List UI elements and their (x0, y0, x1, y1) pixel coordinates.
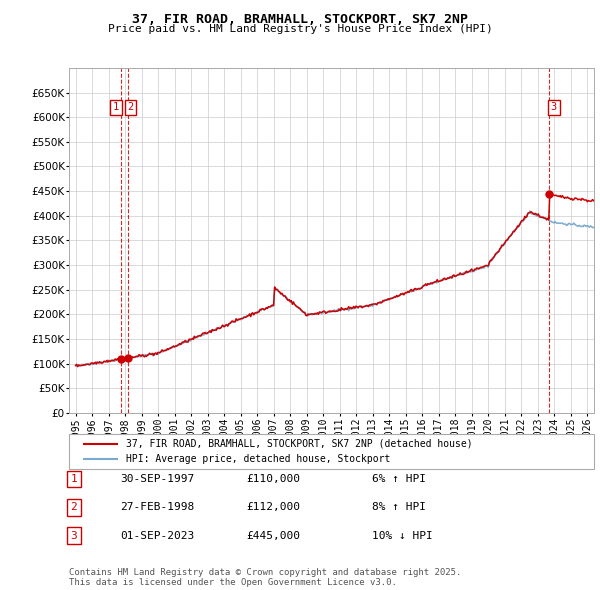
Text: 1: 1 (70, 474, 77, 484)
Text: 37, FIR ROAD, BRAMHALL, STOCKPORT, SK7 2NP: 37, FIR ROAD, BRAMHALL, STOCKPORT, SK7 2… (132, 13, 468, 26)
Text: 1: 1 (113, 102, 119, 112)
Text: 37, FIR ROAD, BRAMHALL, STOCKPORT, SK7 2NP (detached house): 37, FIR ROAD, BRAMHALL, STOCKPORT, SK7 2… (126, 438, 473, 448)
Text: 3: 3 (70, 531, 77, 540)
Text: 01-SEP-2023: 01-SEP-2023 (120, 531, 194, 540)
Text: 27-FEB-1998: 27-FEB-1998 (120, 503, 194, 512)
Text: HPI: Average price, detached house, Stockport: HPI: Average price, detached house, Stoc… (126, 454, 391, 464)
Text: 10% ↓ HPI: 10% ↓ HPI (372, 531, 433, 540)
Text: Contains HM Land Registry data © Crown copyright and database right 2025.: Contains HM Land Registry data © Crown c… (69, 568, 461, 577)
Text: £110,000: £110,000 (246, 474, 300, 484)
Text: 3: 3 (551, 102, 557, 112)
Text: Price paid vs. HM Land Registry's House Price Index (HPI): Price paid vs. HM Land Registry's House … (107, 24, 493, 34)
Text: 30-SEP-1997: 30-SEP-1997 (120, 474, 194, 484)
Text: £445,000: £445,000 (246, 531, 300, 540)
Text: 8% ↑ HPI: 8% ↑ HPI (372, 503, 426, 512)
Text: £112,000: £112,000 (246, 503, 300, 512)
Text: This data is licensed under the Open Government Licence v3.0.: This data is licensed under the Open Gov… (69, 578, 397, 587)
Text: 2: 2 (70, 503, 77, 512)
Text: 6% ↑ HPI: 6% ↑ HPI (372, 474, 426, 484)
Text: 2: 2 (127, 102, 133, 112)
